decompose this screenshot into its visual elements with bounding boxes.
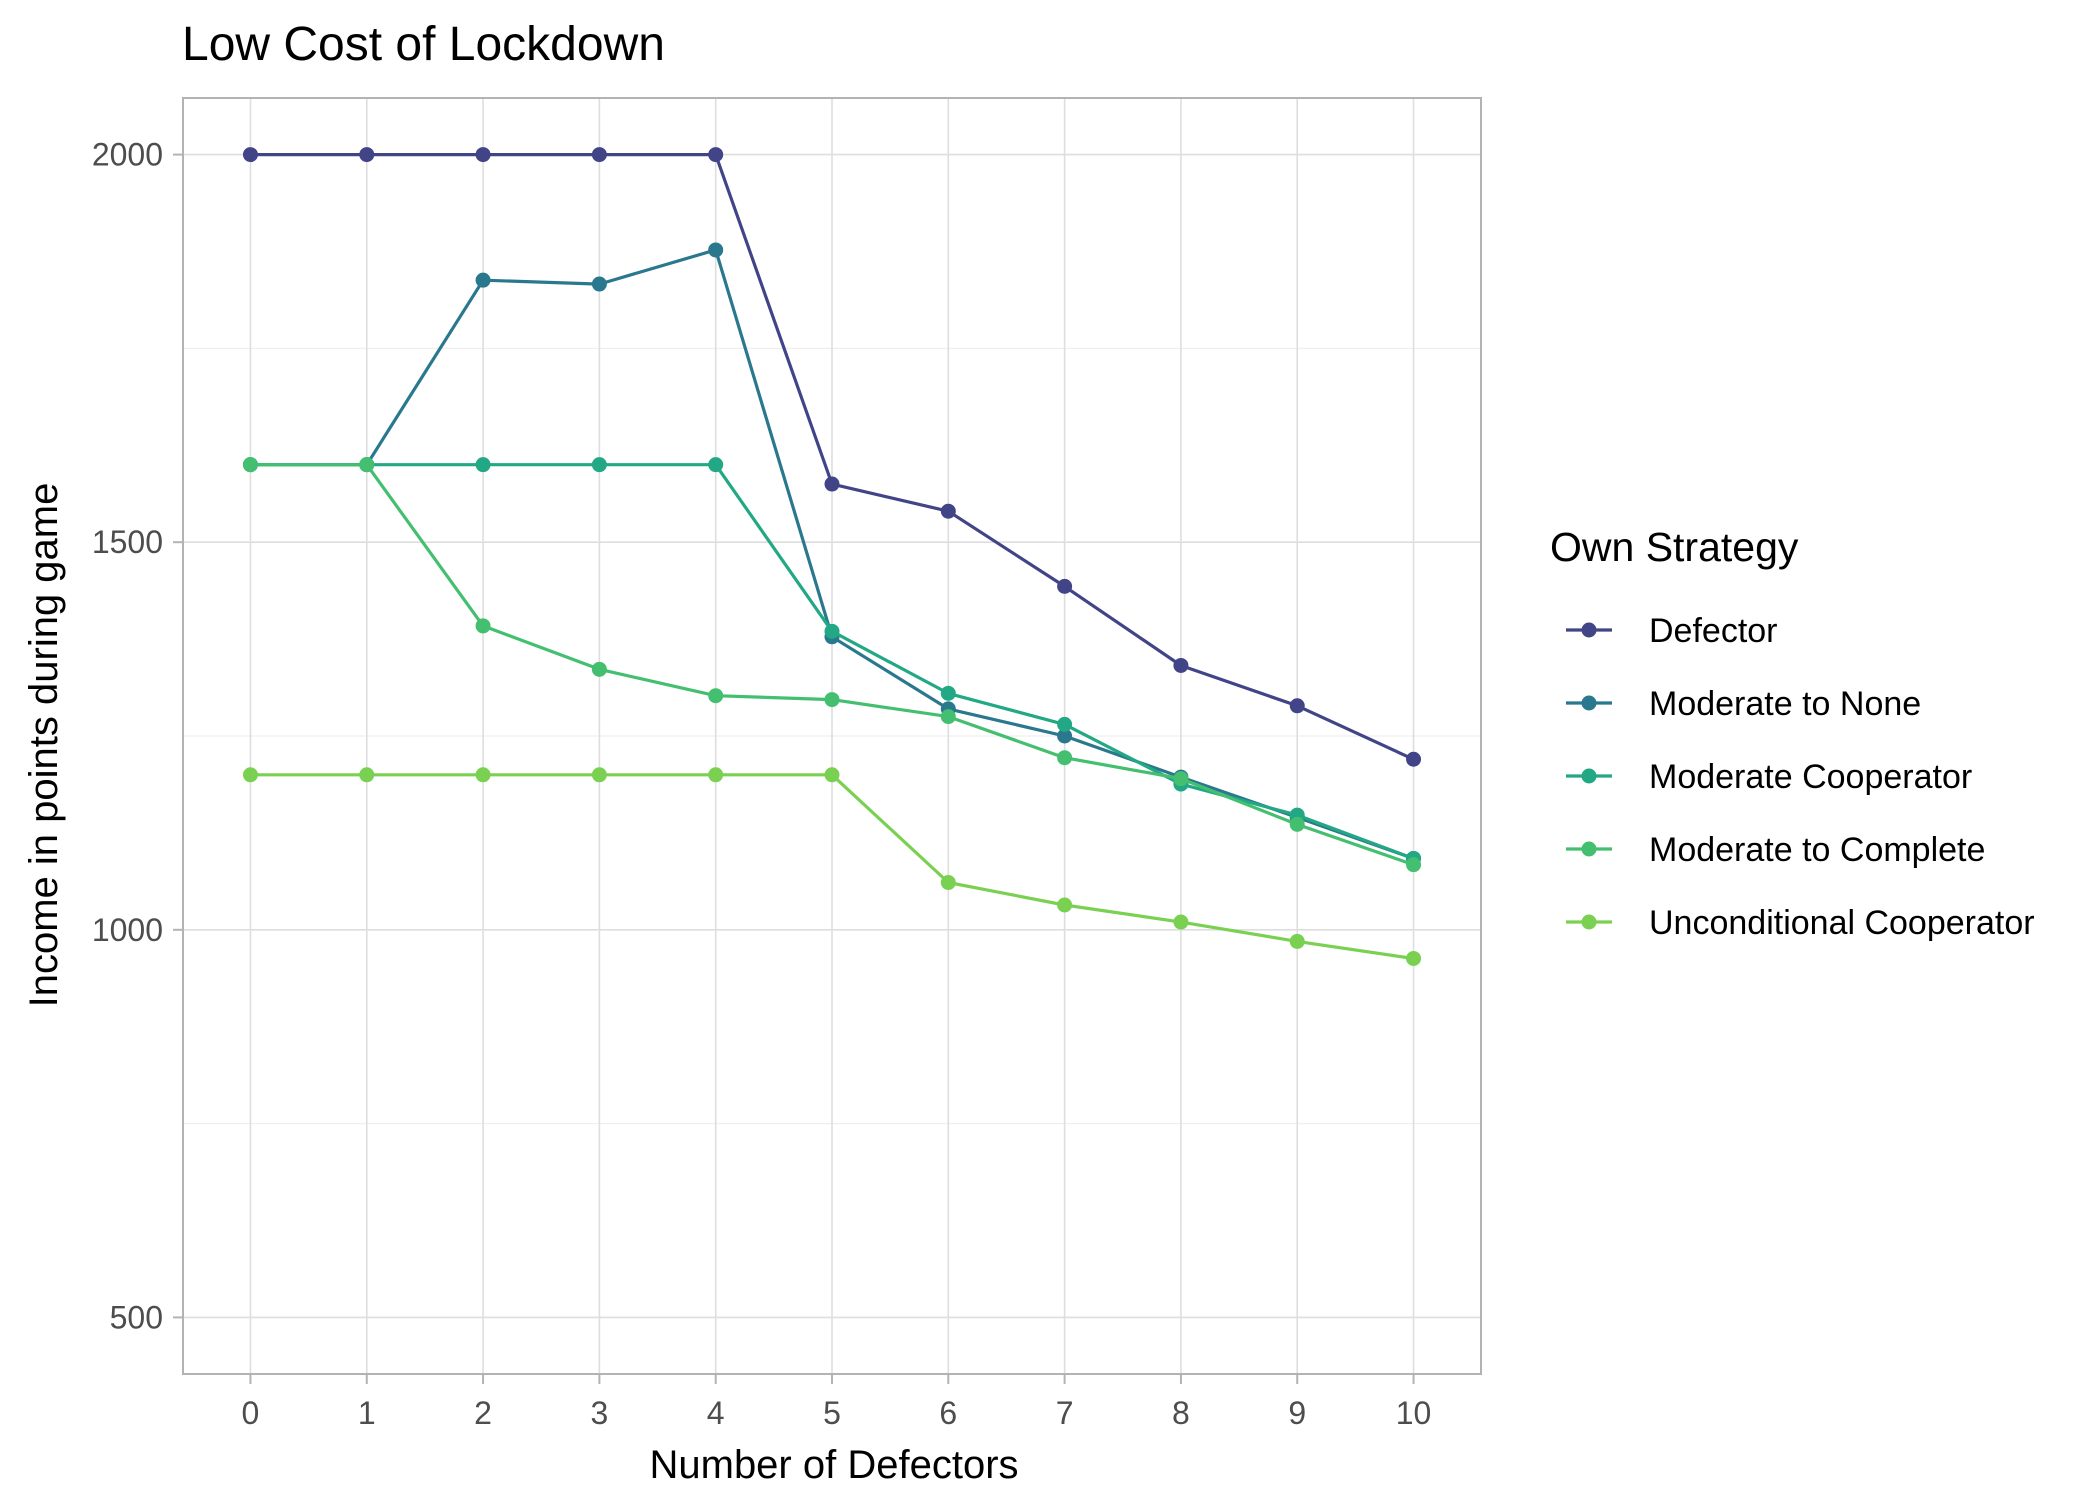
- data-point-unconditional-cooperator-0: [242, 767, 258, 783]
- data-point-defector-0: [242, 147, 258, 163]
- data-point-unconditional-cooperator-4: [708, 767, 724, 783]
- series-lines: [242, 147, 1422, 966]
- grid-lines: [183, 98, 1481, 1374]
- legend-swatch-point: [1581, 695, 1597, 711]
- data-point-moderate-to-none-7: [1057, 728, 1073, 744]
- data-point-defector-9: [1289, 698, 1305, 714]
- data-point-defector-7: [1057, 578, 1073, 594]
- x-tick-label-3: 3: [590, 1395, 608, 1431]
- x-tick-label-0: 0: [242, 1395, 260, 1431]
- legend-swatch-point: [1581, 841, 1597, 857]
- legend-swatch-point: [1581, 768, 1597, 784]
- x-tick-label-6: 6: [939, 1395, 957, 1431]
- data-point-defector-3: [591, 147, 607, 163]
- legend-label-defector: Defector: [1649, 612, 1778, 650]
- data-point-defector-2: [475, 147, 491, 163]
- legend-item-moderate-to-none: Moderate to None: [1566, 685, 1921, 723]
- data-point-moderate-cooperator-5: [824, 623, 840, 639]
- axis-ticks: 0 1 2 3 4 5 6 7 8 9 10 500 1000 1500 2000: [92, 137, 1432, 1431]
- legend-label-moderate-cooperator: Moderate Cooperator: [1649, 758, 1972, 796]
- data-point-moderate-to-none-3: [591, 276, 607, 292]
- legend-label-moderate-to-complete: Moderate to Complete: [1649, 831, 1985, 869]
- y-axis-title: Income in points during game: [22, 483, 66, 1008]
- data-point-moderate-to-none-2: [475, 272, 491, 288]
- legend: Own Strategy Defector Moderate to None Mod…: [1550, 524, 2035, 942]
- legend-item-unconditional-cooperator: Unconditional Cooperator: [1566, 904, 2035, 942]
- x-tick-label-1: 1: [358, 1395, 376, 1431]
- data-point-unconditional-cooperator-8: [1173, 914, 1189, 930]
- data-point-moderate-to-complete-9: [1289, 816, 1305, 832]
- data-point-unconditional-cooperator-1: [359, 767, 375, 783]
- y-tick-label-2: 1500: [92, 524, 163, 560]
- x-tick-label-5: 5: [823, 1395, 841, 1431]
- chart-title: Low Cost of Lockdown: [182, 18, 665, 71]
- x-tick-label-7: 7: [1056, 1395, 1074, 1431]
- data-point-defector-4: [708, 147, 724, 163]
- data-point-moderate-cooperator-4: [708, 457, 724, 473]
- data-point-defector-5: [824, 476, 840, 492]
- data-point-moderate-cooperator-3: [591, 457, 607, 473]
- y-tick-label-0: 500: [110, 1299, 163, 1335]
- data-point-moderate-to-none-4: [708, 242, 724, 258]
- data-point-defector-6: [940, 503, 956, 519]
- data-point-moderate-to-complete-3: [591, 661, 607, 677]
- series-unconditional-cooperator: [242, 767, 1422, 966]
- x-tick-label-2: 2: [474, 1395, 492, 1431]
- legend-title: Own Strategy: [1550, 524, 1799, 570]
- data-point-unconditional-cooperator-10: [1406, 950, 1422, 966]
- data-point-unconditional-cooperator-3: [591, 767, 607, 783]
- data-point-moderate-to-complete-0: [242, 457, 258, 473]
- legend-label-unconditional-cooperator: Unconditional Cooperator: [1649, 904, 2035, 942]
- data-point-moderate-to-complete-7: [1057, 750, 1073, 766]
- data-point-unconditional-cooperator-6: [940, 875, 956, 891]
- y-tick-label-1: 1000: [92, 912, 163, 948]
- data-point-moderate-to-complete-1: [359, 457, 375, 473]
- data-point-moderate-to-complete-5: [824, 692, 840, 708]
- data-point-unconditional-cooperator-2: [475, 767, 491, 783]
- data-point-moderate-to-complete-6: [940, 709, 956, 725]
- x-tick-label-4: 4: [707, 1395, 725, 1431]
- data-point-moderate-cooperator-6: [940, 685, 956, 701]
- data-point-moderate-to-complete-2: [475, 618, 491, 634]
- series-defector: [242, 147, 1422, 767]
- legend-item-defector: Defector: [1566, 612, 1778, 650]
- legend-label-moderate-to-none: Moderate to None: [1649, 685, 1921, 723]
- legend-swatch-point: [1581, 914, 1597, 930]
- x-tick-label-9: 9: [1288, 1395, 1306, 1431]
- series-moderate-to-complete: [242, 457, 1422, 873]
- x-tick-label-8: 8: [1172, 1395, 1190, 1431]
- x-tick-label-10: 10: [1396, 1395, 1432, 1431]
- data-point-unconditional-cooperator-7: [1057, 897, 1073, 913]
- data-point-moderate-cooperator-2: [475, 457, 491, 473]
- legend-item-moderate-to-complete: Moderate to Complete: [1566, 831, 1985, 869]
- legend-item-moderate-cooperator: Moderate Cooperator: [1566, 758, 1972, 796]
- data-point-moderate-to-complete-10: [1406, 857, 1422, 873]
- y-tick-label-3: 2000: [92, 137, 163, 173]
- x-axis-title: Number of Defectors: [649, 1443, 1018, 1487]
- data-point-unconditional-cooperator-9: [1289, 933, 1305, 949]
- data-point-moderate-cooperator-7: [1057, 716, 1073, 732]
- data-point-unconditional-cooperator-5: [824, 767, 840, 783]
- data-point-defector-8: [1173, 657, 1189, 673]
- legend-swatch-point: [1581, 622, 1597, 638]
- data-point-moderate-to-complete-8: [1173, 771, 1189, 787]
- data-point-defector-10: [1406, 751, 1422, 767]
- data-point-moderate-to-complete-4: [708, 688, 724, 704]
- data-point-defector-1: [359, 147, 375, 163]
